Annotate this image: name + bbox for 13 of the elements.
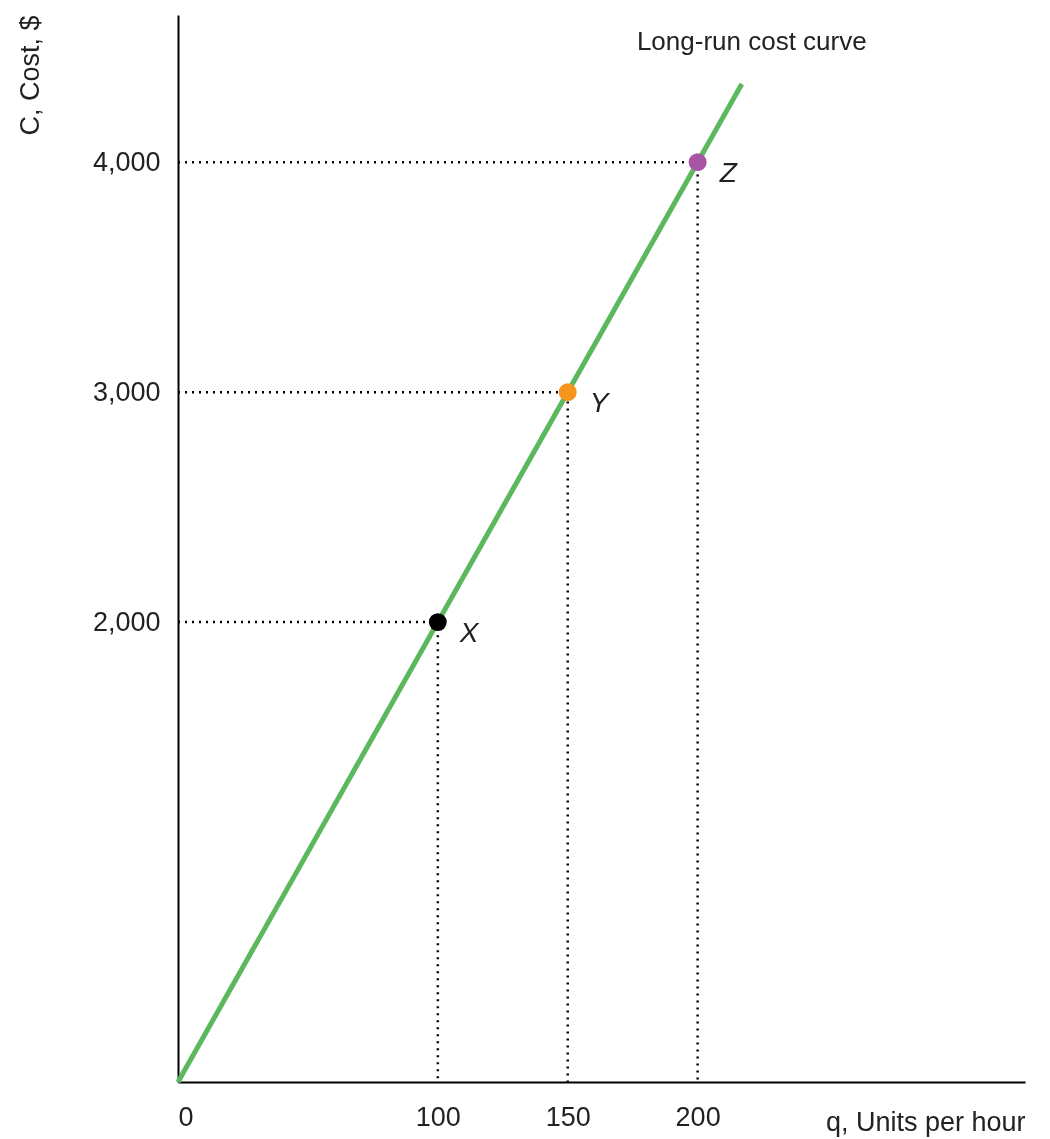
y-axis-title: C, Cost, $ xyxy=(14,15,45,136)
x-tick-label: 0 xyxy=(178,1101,194,1132)
series-label: Long-run cost curve xyxy=(636,25,867,56)
y-tick-label: 4,000 xyxy=(92,146,161,177)
annotation: Z xyxy=(718,157,738,189)
annotation: Y xyxy=(589,387,611,419)
y-tick-label: 3,000 xyxy=(92,376,161,407)
x-axis-title: q, Units per hour xyxy=(825,1106,1026,1137)
x-tick-label: 200 xyxy=(675,1101,721,1132)
y-tick-label: 2,000 xyxy=(92,606,161,637)
annotation: X xyxy=(458,617,480,649)
x-tick-label: 150 xyxy=(545,1101,591,1132)
x-tick-label: 100 xyxy=(415,1101,461,1132)
